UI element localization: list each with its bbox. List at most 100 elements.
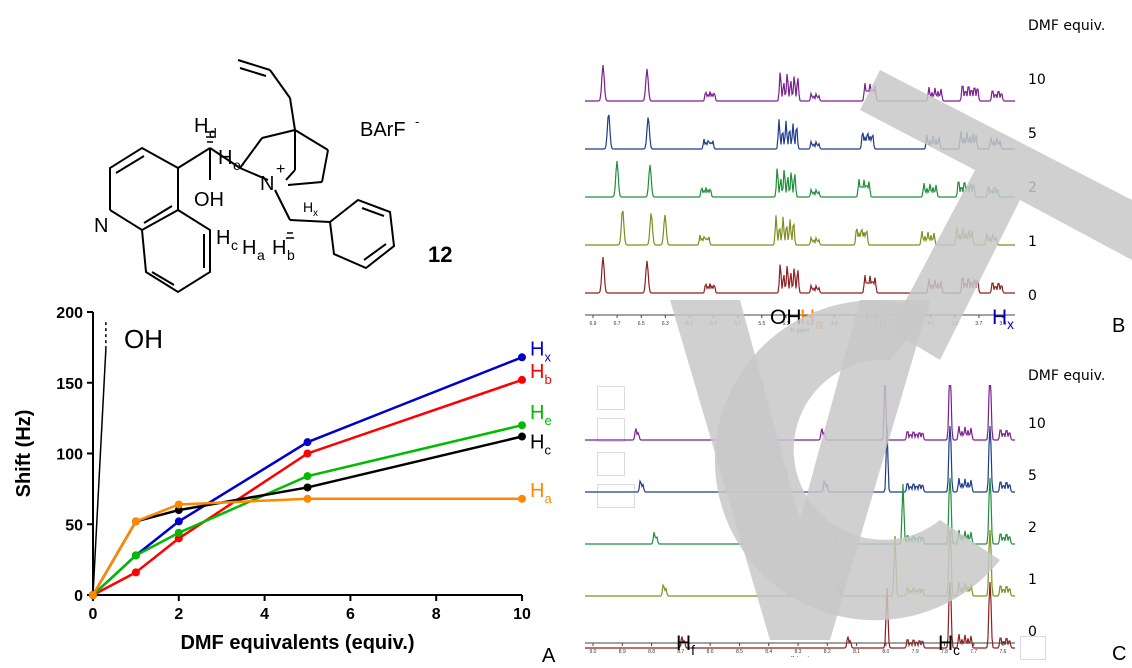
- spectrum-tick-label: 6.7: [614, 321, 621, 327]
- spectra-b: 6.9 6.7 6.5 6.3 6.1 5.9 5.7 5.5 5.3 5.1 4.9 4.7 4.5 4…: [585, 64, 1015, 334]
- spectra-c-box-3: [597, 452, 625, 476]
- series-label-hc: Hc: [530, 432, 551, 458]
- peak-label-sub: x: [1007, 317, 1014, 333]
- data-point-ha: [518, 494, 526, 503]
- y-tick-label: 200: [56, 305, 83, 322]
- equiv-value: 10: [1028, 72, 1046, 88]
- spectrum-tick-label: 8.9: [619, 649, 626, 655]
- equiv-value: 1: [1028, 234, 1037, 250]
- spectrum-trace: [585, 256, 1015, 294]
- data-point-ha: [303, 494, 312, 503]
- equiv-value: 5: [1028, 126, 1037, 142]
- h-a-sub: a: [257, 247, 265, 263]
- y-tick-label: 100: [56, 447, 83, 464]
- h-d-sub: d: [209, 125, 217, 141]
- spectrum-tick-label: 7.7: [970, 649, 977, 655]
- data-point-hx: [174, 517, 183, 526]
- spectrum-tick-label: 8.4: [765, 649, 772, 655]
- oh-label: OH: [194, 189, 224, 211]
- y-tick-label: 0: [74, 588, 83, 605]
- spectrum-tick-label: 8.1: [853, 649, 860, 655]
- atom-n-quinoline: N: [94, 215, 108, 237]
- spectrum-trace: [585, 160, 1015, 198]
- data-point-hb: [174, 534, 183, 543]
- peak-label-main: H: [864, 306, 880, 329]
- x-tick-label: 2: [174, 606, 183, 623]
- spectrum-tick-label: 7.6: [1000, 649, 1007, 655]
- h-a-label: H: [242, 237, 256, 259]
- equiv-value: 5: [1028, 468, 1037, 484]
- oh-line: [92, 349, 107, 596]
- charge-plus: +: [276, 161, 285, 178]
- spectrum-trace: [585, 210, 1015, 246]
- spectrum-axis-unit: f1 (ppm): [791, 656, 810, 657]
- spectrum-tick-label: 8.2: [824, 649, 831, 655]
- series-label-hb: Hb: [530, 361, 552, 387]
- series-line-ha: [91, 497, 522, 596]
- spectra-c-box-2: [597, 418, 625, 442]
- series-label-he: He: [530, 402, 552, 428]
- x-tick-label: 4: [260, 606, 269, 623]
- y-axis-label: Shift (Hz): [13, 410, 35, 498]
- spectrum-tick-label: 8.7: [677, 649, 684, 655]
- peak-label-main: H: [992, 306, 1008, 329]
- data-point-he: [303, 472, 312, 481]
- data-point-ha: [89, 591, 97, 599]
- data-point-hx: [303, 438, 312, 447]
- spectrum-tick-label: 6.5: [638, 321, 645, 327]
- data-point-hb: [131, 568, 140, 577]
- spectrum-trace: [585, 64, 1015, 102]
- spectra-c-peak-labels: Hf Hc: [600, 632, 1020, 666]
- peak-label-main: H: [938, 632, 954, 655]
- spectrum-trace: [585, 114, 1015, 150]
- structure-hashed-bonds: [205, 131, 294, 239]
- panel-a-letter: A: [542, 645, 556, 667]
- spectrum-tick-label: 6.1: [686, 321, 693, 327]
- peak-label-sub: a: [815, 317, 823, 333]
- data-point-ha: [174, 500, 183, 509]
- peak-label-main: H: [800, 306, 816, 329]
- series-label-ha: Ha: [530, 480, 552, 506]
- data-point-hb: [303, 449, 312, 458]
- h-e-label: H: [218, 147, 232, 169]
- equiv-value: 2: [1028, 520, 1037, 536]
- spectrum-tick-label: 8.3: [795, 649, 802, 655]
- series-line-hc: [91, 435, 523, 596]
- h-b-label: H: [272, 237, 286, 259]
- data-point-hx: [518, 353, 526, 362]
- data-point-hc: [174, 506, 183, 515]
- equiv-value: 0: [1028, 288, 1037, 304]
- data-point-he: [174, 528, 183, 537]
- x-tick-label: 0: [89, 606, 98, 623]
- peak-label: Hc: [938, 632, 960, 658]
- h-c-label: H: [216, 227, 230, 249]
- shift-chart: 0 50 100 150 200 0 2 4 6 8 10 DMF equivalents (equi…: [13, 305, 552, 654]
- peak-label: Hx: [992, 306, 1014, 332]
- compound-number: 12: [428, 242, 452, 267]
- h-x-label: H: [303, 199, 313, 215]
- spectrum-trace: [585, 581, 1015, 649]
- peak-label: OH: [770, 306, 802, 330]
- y-tick-label: 50: [65, 517, 83, 534]
- panel-b-letter: B: [1112, 315, 1126, 337]
- peak-label-sub: f: [691, 643, 695, 659]
- panel-c-letter: C: [1112, 643, 1127, 665]
- spectra-c-box-1: [597, 386, 625, 410]
- h-c-sub: c: [231, 237, 238, 253]
- spectrum-tick-label: 8.8: [648, 649, 655, 655]
- peak-label: Hf: [676, 632, 695, 658]
- spectrum-tick-label: 6.3: [662, 321, 669, 327]
- atom-n-quinuclidine: N: [260, 173, 274, 195]
- peak-label: Ha: [800, 306, 823, 332]
- peak-label-main: H: [676, 632, 692, 655]
- x-axis-label: DMF equivalents (equiv.): [180, 632, 414, 654]
- equiv-value: 10: [1028, 416, 1046, 432]
- data-point-hb: [518, 375, 526, 384]
- data-point-he: [518, 421, 526, 430]
- peak-label-main: OH: [770, 306, 802, 329]
- data-point-hc: [303, 483, 312, 492]
- counterion-label: BArF: [360, 119, 406, 141]
- spectrum-tick-label: 9.0: [590, 649, 597, 655]
- h-b-sub: b: [287, 247, 295, 263]
- spectrum-tick-label: 8.5: [736, 649, 743, 655]
